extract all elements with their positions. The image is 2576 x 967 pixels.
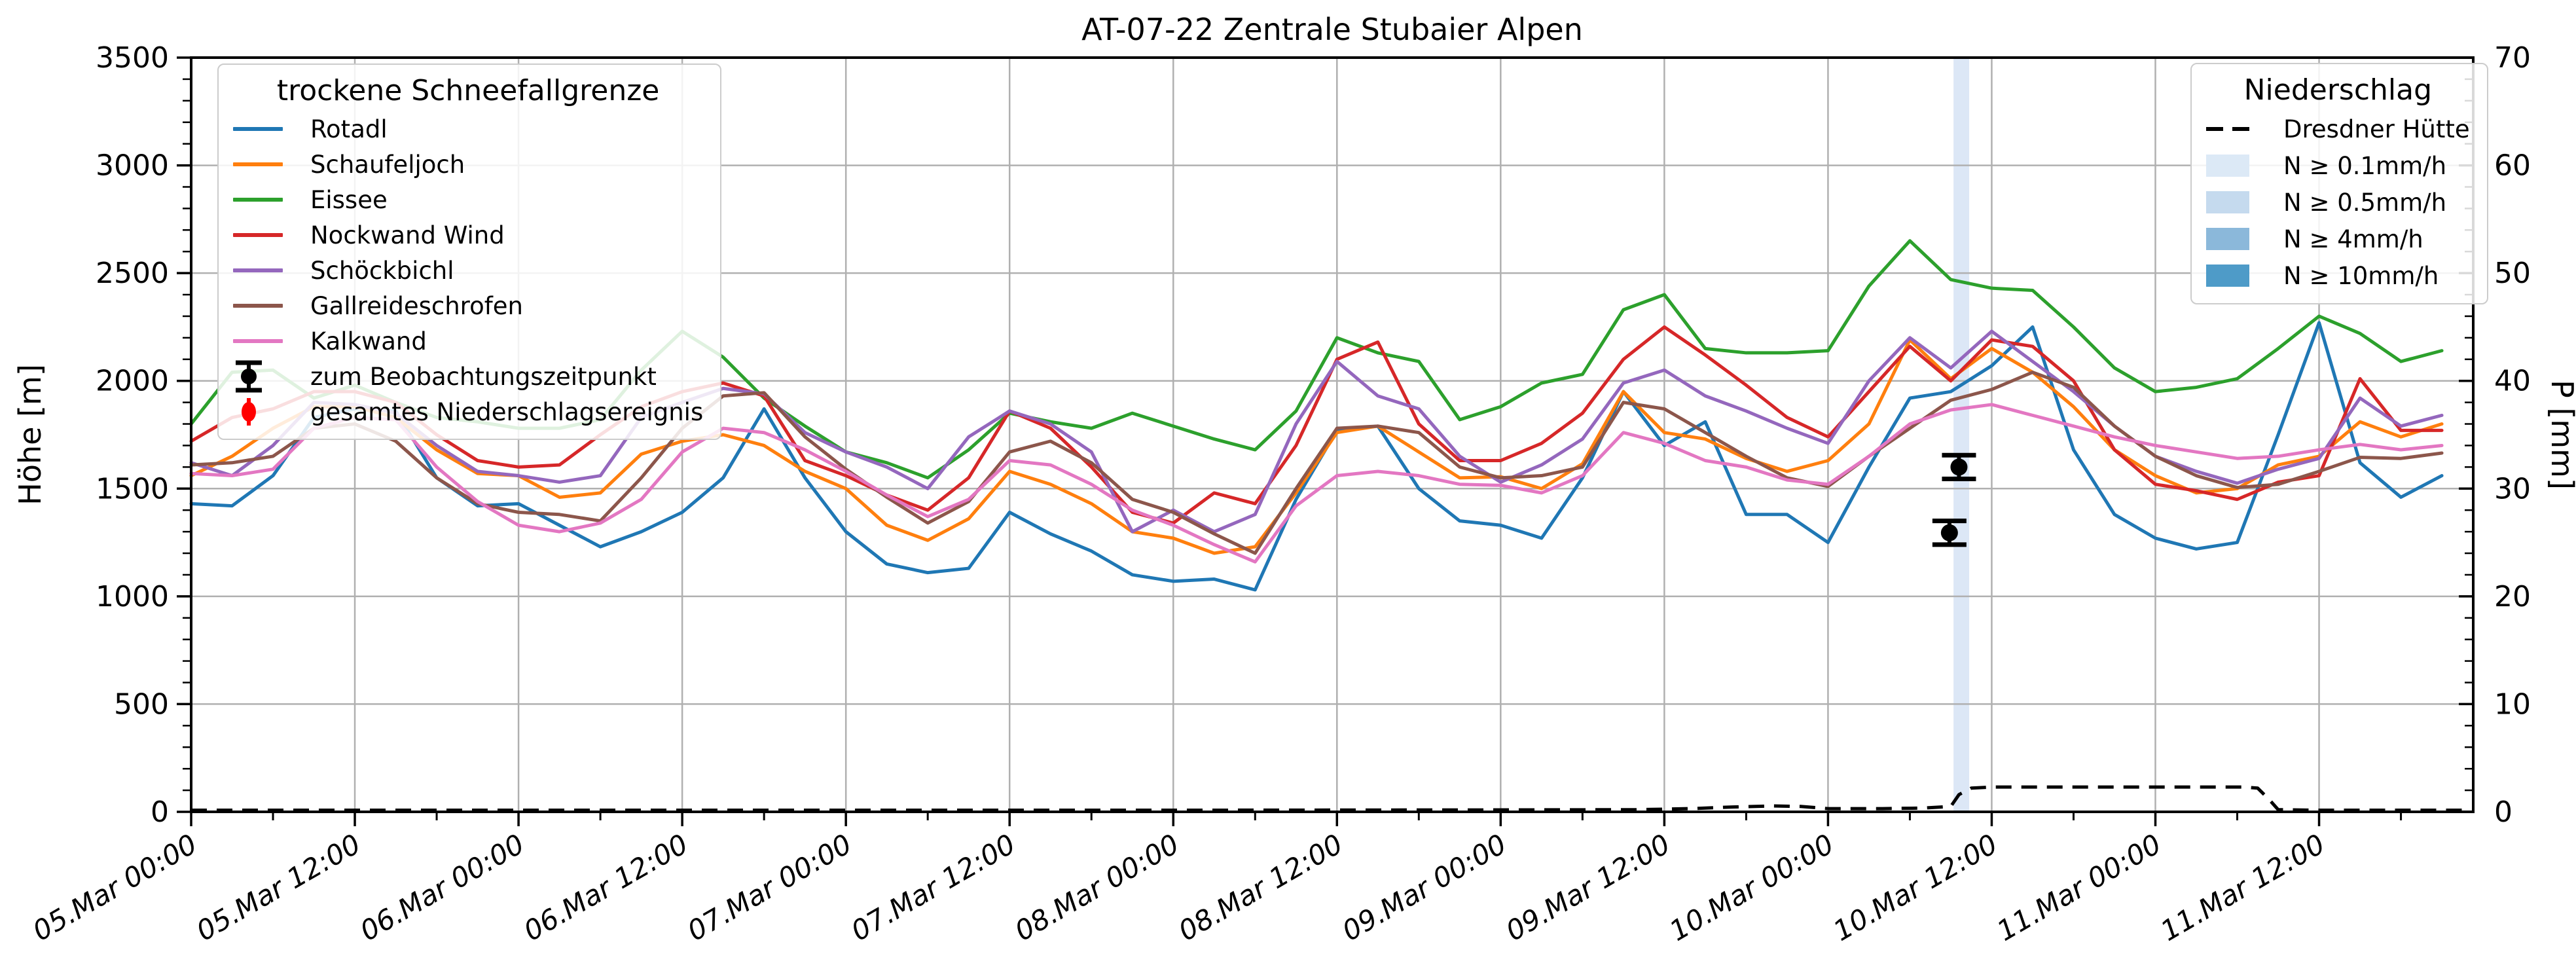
y-right-tick-label: 70 [2494, 41, 2531, 75]
y-left-tick-label: 500 [114, 687, 169, 721]
series-line-gallreideschrofen [189, 371, 2444, 555]
legend-entry-label: Schöckbichl [310, 256, 454, 285]
y-left-tick-label: 2000 [96, 365, 169, 398]
x-tick-label: 06.Mar 12:00 [518, 828, 693, 947]
patch-swatch [2206, 155, 2249, 177]
x-tick-label: 08.Mar 00:00 [1009, 828, 1184, 947]
observation-point [1950, 458, 1968, 476]
x-tick-label: 09.Mar 00:00 [1337, 828, 1512, 947]
y-left-tick-label: 1500 [96, 472, 169, 505]
x-tick-label: 06.Mar 00:00 [355, 828, 530, 947]
line-swatch [233, 127, 283, 131]
line-swatch [233, 304, 283, 308]
series-line-kalkwand [189, 403, 2444, 564]
x-tick-label: 11.Mar 00:00 [1991, 828, 2166, 947]
y-right-tick-label: 0 [2494, 795, 2513, 829]
legend-entry-nockwand-wind: Nockwand Wind [233, 217, 703, 253]
errorbar-circle-caps-icon [236, 360, 262, 393]
legend-entry-label: Rotadl [310, 115, 388, 143]
legend-precipitation: Niederschlag Dresdner Hütte N ≥ 0.1mm/h N … [2190, 63, 2488, 304]
legend-entry-label: Eissee [310, 185, 388, 214]
legend-entry-kalkwand: Kalkwand [233, 323, 703, 359]
y-right-tick-label: 50 [2494, 257, 2531, 290]
legend-entry-precip-intensity: N ≥ 0.5mm/h [2206, 184, 2470, 221]
page-title: AT-07-22 Zentrale Stubaier Alpen [1081, 12, 1583, 47]
legend-entry-label: N ≥ 4mm/h [2283, 225, 2423, 253]
legend-entry-eissee: Eissee [233, 182, 703, 217]
legend-entry-label: Gallreideschrofen [310, 291, 523, 320]
patch-swatch [2206, 228, 2249, 250]
line-swatch [233, 198, 283, 202]
observation-point [1940, 524, 1958, 541]
legend-snowfall-line: trockene Schneefallgrenze Rotadl Schaufel… [217, 64, 722, 440]
legend-entry-precip-intensity: N ≥ 0.1mm/h [2206, 147, 2470, 184]
y-right-axis-label: P [mm] [2545, 380, 2576, 490]
series-line-nockwand-wind [189, 325, 2444, 525]
y-right-tick-label: 40 [2494, 365, 2531, 398]
legend-entry-label: N ≥ 10mm/h [2283, 261, 2439, 290]
patch-swatch [2206, 191, 2249, 213]
y-left-tick-label: 3500 [96, 41, 169, 75]
x-tick-label: 05.Mar 00:00 [27, 828, 202, 947]
legend-entry-rotadl: Rotadl [233, 111, 703, 147]
x-tick-label: 10.Mar 12:00 [1828, 828, 2003, 947]
x-tick-label: 10.Mar 00:00 [1664, 828, 1839, 947]
line-swatch [233, 268, 283, 272]
legend-entry-label: N ≥ 0.1mm/h [2283, 151, 2447, 180]
dresdner-huette-line [191, 785, 2469, 812]
precip-event-band [1953, 58, 1970, 812]
y-left-tick-label: 3000 [96, 149, 169, 183]
errorbar-ellipse-icon [242, 398, 256, 426]
x-tick-label: 08.Mar 12:00 [1173, 828, 1348, 947]
legend-entry-precip-intensity: N ≥ 10mm/h [2206, 257, 2470, 294]
plot-border [190, 56, 2475, 813]
legend-entry-precip-intensity: N ≥ 4mm/h [2206, 221, 2470, 257]
legend-precip-title: Niederschlag [2243, 73, 2433, 107]
y-right-tick-label: 60 [2494, 149, 2531, 183]
legend-entry-dresdner-huette: Dresdner Hütte [2206, 111, 2470, 147]
legend-entry-marker: zum Beobachtungszeitpunkt [233, 359, 703, 394]
line-swatch [233, 162, 283, 166]
y-right-tick-label: 20 [2494, 580, 2531, 613]
line-swatch [233, 339, 283, 343]
y-left-tick-label: 1000 [96, 580, 169, 613]
legend-entry-label: Dresdner Hütte [2283, 115, 2470, 143]
legend-entry-schaufeljoch: Schaufeljoch [233, 147, 703, 182]
legend-entry-sch-ckbichl: Schöckbichl [233, 253, 703, 288]
legend-entry-label: N ≥ 0.5mm/h [2283, 188, 2447, 217]
legend-entry-label: zum Beobachtungszeitpunkt [310, 362, 657, 391]
series-line-sch-ckbichl [189, 329, 2444, 534]
x-tick-label: 11.Mar 12:00 [2155, 828, 2330, 947]
y-right-tick-label: 30 [2494, 472, 2531, 505]
x-tick-label: 07.Mar 00:00 [682, 828, 857, 947]
legend-snowfall-title: trockene Schneefallgrenze [276, 74, 660, 107]
y-left-tick-label: 0 [151, 795, 169, 829]
series-line-schaufeljoch [189, 338, 2444, 555]
y-left-axis-label: Höhe [m] [12, 364, 48, 505]
y-right-tick-label: 10 [2494, 687, 2531, 721]
legend-entry-label: gesamtes Niederschlagsereignis [310, 397, 704, 426]
patch-swatch [2206, 265, 2249, 287]
line-swatch [233, 233, 283, 237]
legend-entry-gallreideschrofen: Gallreideschrofen [233, 288, 703, 323]
legend-entry-marker: gesamtes Niederschlagsereignis [233, 394, 703, 429]
legend-entry-label: Nockwand Wind [310, 221, 505, 249]
legend-entry-label: Kalkwand [310, 327, 427, 356]
x-tick-label: 05.Mar 12:00 [191, 828, 366, 947]
x-tick-label: 09.Mar 12:00 [1500, 828, 1675, 947]
dashed-line-swatch [2206, 127, 2256, 131]
legend-entry-label: Schaufeljoch [310, 150, 465, 179]
x-tick-label: 07.Mar 12:00 [846, 828, 1021, 947]
y-left-tick-label: 2500 [96, 257, 169, 290]
